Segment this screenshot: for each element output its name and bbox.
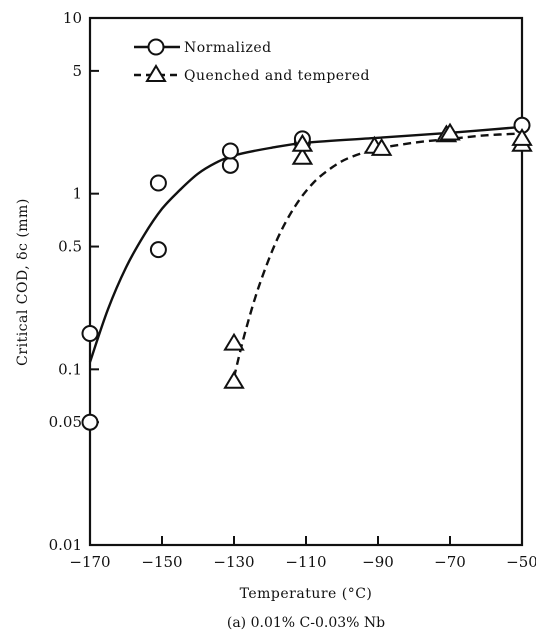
- point-quenched: [223, 332, 245, 351]
- curve-normalized: [88, 125, 523, 363]
- point-normalized: [221, 142, 239, 160]
- x-tick-label: −50: [506, 553, 536, 571]
- y-tick-label: 0.1: [58, 360, 82, 378]
- y-tick-label: 0.5: [58, 238, 82, 256]
- legend: Normalized Quenched and tempered: [134, 38, 370, 84]
- y-tick-label: 10: [63, 9, 82, 27]
- x-tick-label: −150: [141, 553, 182, 571]
- series-curves: [88, 125, 523, 378]
- y-tick-label: 0.05: [49, 413, 82, 431]
- legend-marker-quenched: [145, 64, 167, 82]
- plot-frame: [88, 16, 524, 547]
- legend-label-quenched: Quenched and tempered: [184, 68, 370, 84]
- point-normalized: [81, 413, 99, 431]
- point-normalized: [81, 324, 99, 342]
- point-normalized: [149, 241, 167, 259]
- y-tick-label: 5: [72, 62, 82, 80]
- y-axis-title: Critical COD, δc (mm): [15, 198, 31, 366]
- x-axis-ticks: −170 −150 −130 −110 −90 −70 −50: [69, 536, 536, 571]
- x-tick-label: −130: [213, 553, 254, 571]
- point-normalized: [221, 156, 239, 174]
- x-tick-label: −110: [285, 553, 326, 571]
- x-tick-label: −170: [69, 553, 110, 571]
- y-tick-label: 0.01: [49, 536, 82, 554]
- curve-quenched: [232, 132, 523, 378]
- legend-label-normalized: Normalized: [184, 40, 272, 56]
- legend-marker-normalized: [147, 38, 165, 56]
- x-tick-label: −70: [434, 553, 466, 571]
- point-quenched: [291, 133, 314, 152]
- series-markers: [81, 116, 533, 431]
- point-quenched: [223, 370, 245, 389]
- point-quenched: [439, 122, 461, 141]
- y-tick-label: 1: [72, 185, 82, 203]
- point-quenched: [511, 127, 533, 146]
- x-axis-title: Temperature (°C): [240, 586, 373, 602]
- point-normalized: [149, 174, 167, 192]
- y-axis-ticks: 0.01 0.05 0.1 0.5 1 5 10: [49, 9, 99, 554]
- point-quenched: [370, 137, 393, 156]
- figure-caption: (a) 0.01% C-0.03% Nb: [227, 615, 385, 631]
- x-tick-label: −90: [362, 553, 394, 571]
- point-quenched: [291, 146, 314, 165]
